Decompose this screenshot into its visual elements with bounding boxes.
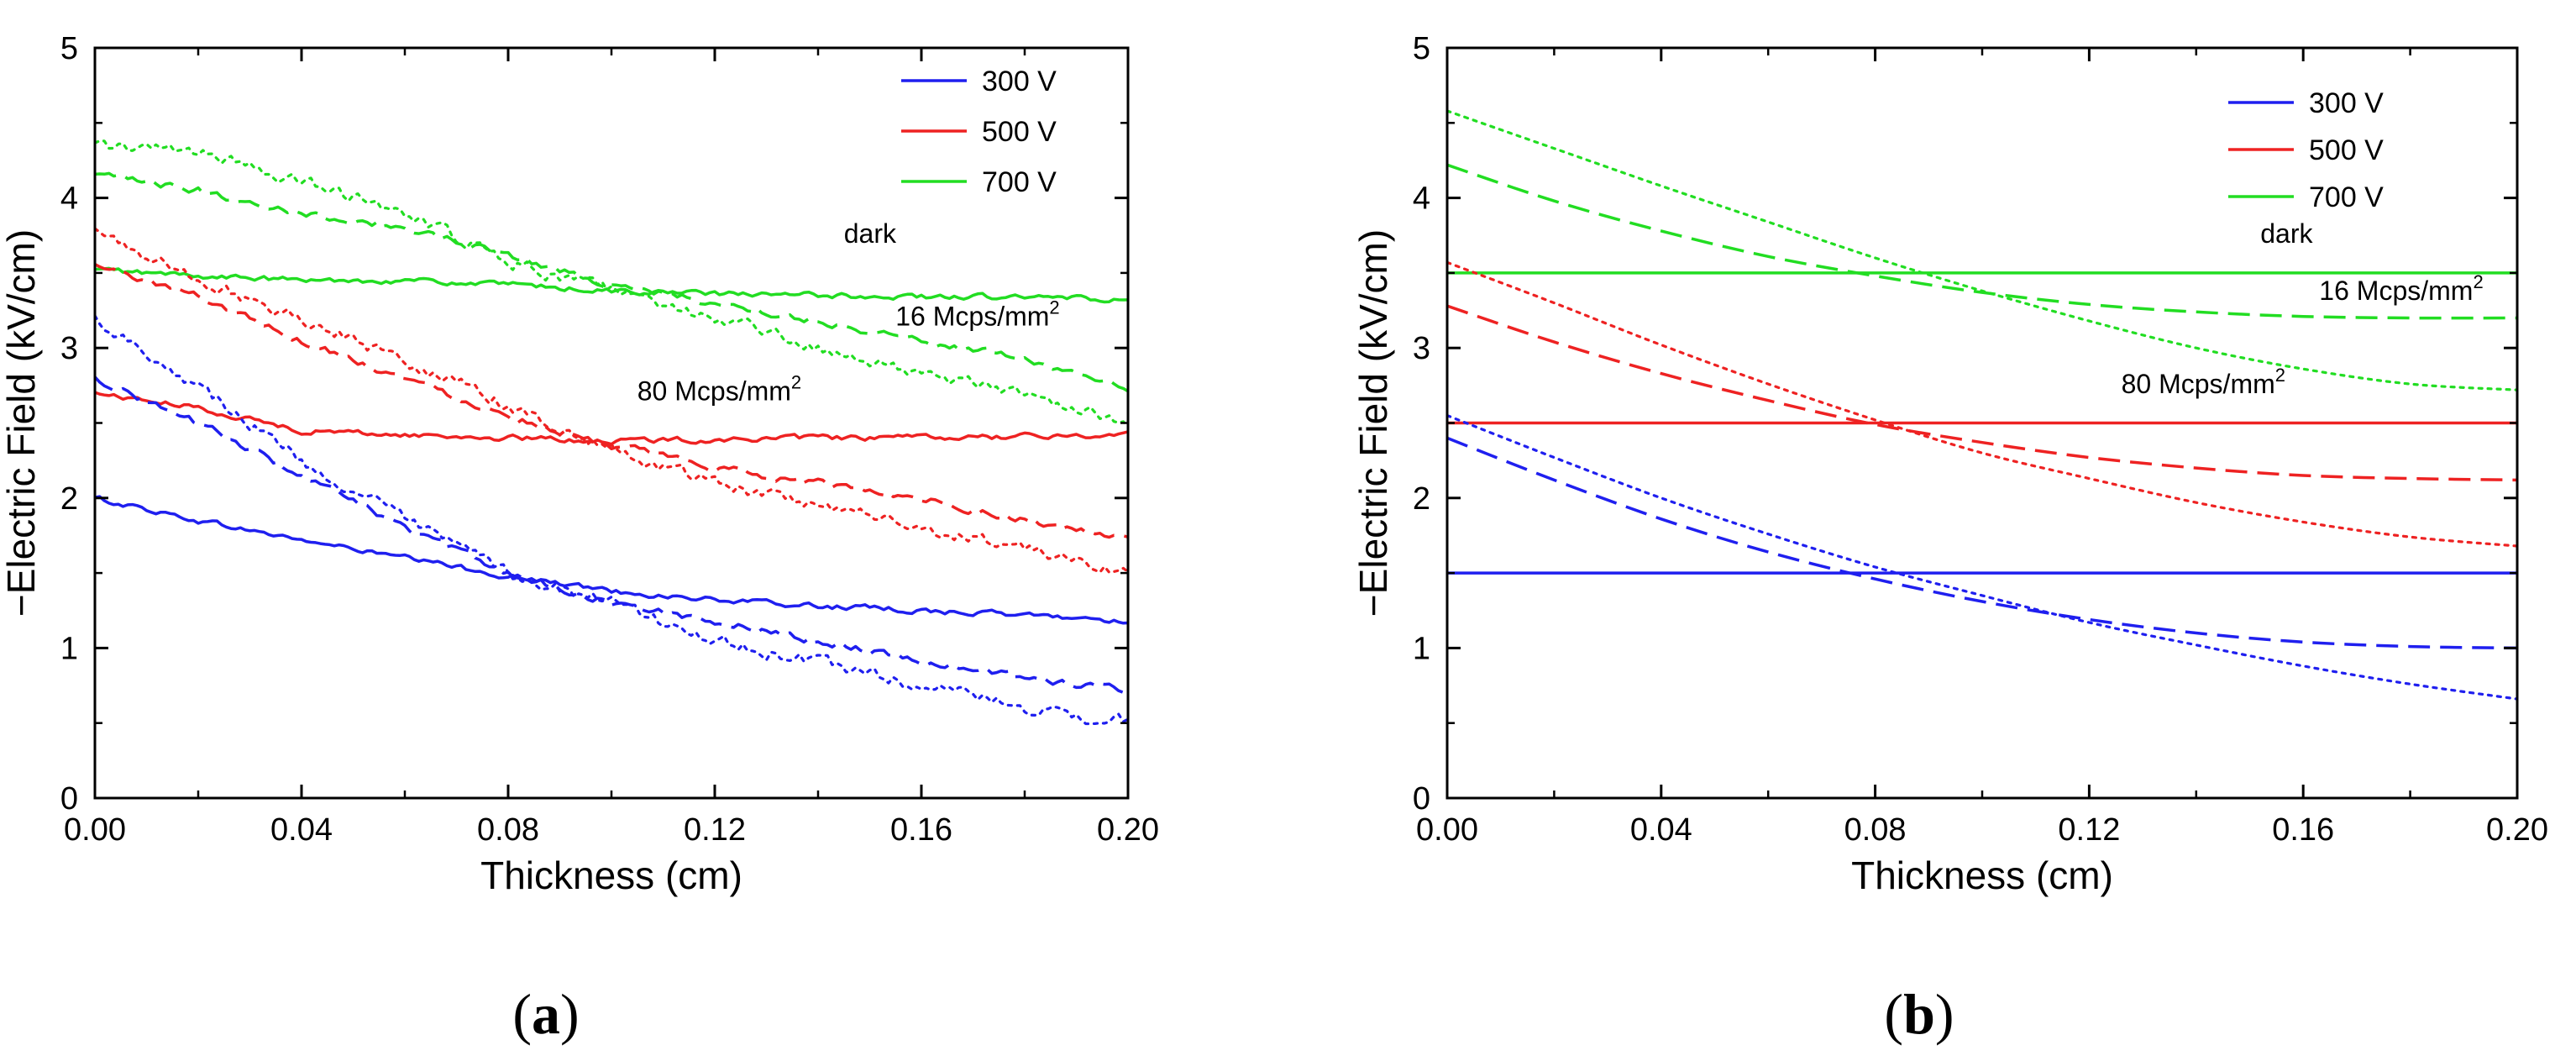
y-tick-label: 0	[60, 781, 78, 817]
panel-label-close-paren: )	[1935, 982, 1954, 1046]
annotation-superscript: 2	[2275, 365, 2285, 386]
x-axis-label: Thickness (cm)	[480, 854, 742, 897]
plot-frame	[93, 46, 1130, 800]
panel-a: 0.00 0.04 0.08 0.12 0.16 0.20 0 1 2 3 4 5 Thickness …	[0, 31, 1159, 1046]
legend-label: 300 V	[982, 66, 1057, 97]
series-line-700v-dashed	[95, 171, 1128, 393]
series-line-300v-dotted	[95, 314, 1128, 726]
panel-label: (b)	[1884, 982, 1954, 1046]
y-tick-label: 4	[1413, 181, 1430, 217]
series-line-300v-dashed	[1447, 436, 2517, 650]
x-tick-label: 0.16	[890, 812, 952, 848]
legend-label: 300 V	[2309, 87, 2384, 119]
y-axis-label: −Electric Field (kV/cm)	[1351, 229, 1395, 617]
panel-label: (a)	[512, 982, 579, 1046]
x-tick-label: 0.20	[1097, 812, 1159, 848]
x-tick-label: 0.08	[477, 812, 539, 848]
y-tick-label: 3	[1413, 331, 1430, 366]
x-tick-label: 0.08	[1844, 812, 1907, 848]
annotation-superscript: 2	[2473, 271, 2483, 292]
legend-label: 500 V	[2309, 134, 2384, 166]
annotation: 16 Mcps/mm2	[2319, 271, 2483, 306]
series-line-500v-dotted	[95, 227, 1128, 574]
series-line-700v-solid	[95, 266, 1128, 304]
y-tick-label: 4	[60, 181, 78, 217]
annotation-superscript: 2	[1049, 297, 1059, 318]
y-tick-label: 2	[60, 481, 78, 517]
legend: 300 V 500 V 700 V	[901, 66, 1057, 198]
x-tick-label: 0.00	[64, 812, 126, 848]
series-line-500v-solid	[95, 391, 1128, 446]
annotation: 80 Mcps/mm2	[637, 372, 801, 407]
panel-label-close-paren: )	[560, 982, 580, 1046]
y-tick-label: 1	[1413, 631, 1430, 666]
series-group	[1447, 109, 2517, 701]
y-tick-label: 2	[1413, 481, 1430, 517]
panel-label-open-paren: (	[512, 982, 532, 1046]
x-axis-label: Thickness (cm)	[1851, 854, 2113, 897]
panel-b: 0.00 0.04 0.08 0.12 0.16 0.20 0 1 2 3 4 5 Thickness …	[1351, 31, 2548, 1046]
annotation: 80 Mcps/mm2	[2122, 365, 2285, 399]
annotation-text: dark	[844, 218, 897, 249]
series-line-700v-dotted	[1447, 109, 2517, 391]
legend-label: 700 V	[2309, 181, 2384, 213]
annotation-text: 16 Mcps/mm	[895, 301, 1049, 331]
annotation-text: 16 Mcps/mm	[2319, 276, 2473, 306]
series-line-300v-dashed	[95, 376, 1128, 696]
legend-label: 700 V	[982, 166, 1057, 198]
y-tick-label: 5	[1413, 31, 1430, 66]
annotation-text: 80 Mcps/mm	[2122, 369, 2275, 399]
x-tick-label: 0.20	[2486, 812, 2548, 848]
x-tick-label: 0.12	[684, 812, 746, 848]
series-line-700v-dotted	[95, 139, 1128, 428]
y-tick-label: 3	[60, 331, 78, 366]
series-line-300v-dotted	[1447, 414, 2517, 701]
y-tick-label: 1	[60, 631, 78, 666]
annotation-superscript: 2	[791, 372, 801, 393]
annotation: 16 Mcps/mm2	[895, 297, 1059, 331]
panel-label-letter: b	[1903, 982, 1935, 1046]
annotation-text: dark	[2260, 218, 2313, 249]
series-line-700v-dashed	[1447, 163, 2517, 320]
y-tick-label: 0	[1413, 781, 1430, 817]
y-axis-label: −Electric Field (kV/cm)	[0, 229, 43, 617]
legend-label: 500 V	[982, 116, 1057, 148]
x-tick-label: 0.04	[270, 812, 333, 848]
legend: 300 V 500 V 700 V	[2228, 87, 2384, 213]
annotation: dark	[844, 218, 897, 249]
y-tick-label: 5	[60, 31, 78, 66]
x-tick-label: 0.04	[1630, 812, 1692, 848]
annotation: dark	[2260, 218, 2313, 249]
series-group	[95, 139, 1128, 726]
x-tick-label: 0.16	[2272, 812, 2334, 848]
series-line-500v-dashed	[1447, 304, 2517, 482]
x-tick-label: 0.12	[2058, 812, 2120, 848]
panel-label-letter: a	[532, 982, 560, 1046]
annotation-text: 80 Mcps/mm	[637, 376, 791, 407]
series-line-500v-dashed	[95, 263, 1128, 539]
series-line-500v-dotted	[1447, 260, 2517, 548]
series-line-300v-solid	[95, 495, 1128, 625]
x-tick-label: 0.00	[1416, 812, 1478, 848]
panel-label-open-paren: (	[1884, 982, 1903, 1046]
